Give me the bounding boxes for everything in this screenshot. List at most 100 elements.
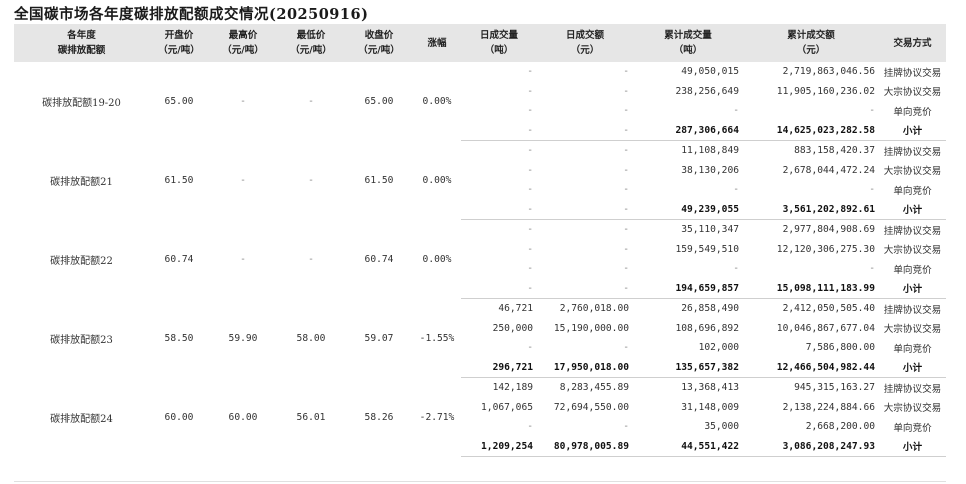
cumulative-amount: 12,466,504,982.44 xyxy=(743,357,879,378)
cumulative-amount: 7,586,800.00 xyxy=(805,342,875,354)
cumulative-amount: - xyxy=(869,184,875,196)
change-percent: 0.00% xyxy=(422,95,452,107)
trading-method: 单向竞价 xyxy=(893,264,932,276)
close-price: 58.26 xyxy=(364,411,394,423)
cumulative-volume: 13,368,413 xyxy=(681,382,739,394)
column-header: 开盘价 （元/吨） xyxy=(149,24,209,62)
allowance-name: 碳排放配额21 xyxy=(50,176,113,188)
daily-volume: - xyxy=(527,263,533,275)
table-row: 碳排放配额23 58.50 59.90 58.00 59.07 -1.55% 46,721 2… xyxy=(14,299,946,345)
cumulative-volume: 49,050,015 xyxy=(681,66,739,78)
daily-amount: - xyxy=(623,105,629,117)
table-row: - - 38,130,206 2,678,044,472.24 大宗协议交易 xyxy=(14,161,946,181)
table-row: 碳排放配额22 60.74 - - 60.74 0.00% - - 35,110,347 2,97… xyxy=(14,220,946,266)
bottom-divider xyxy=(14,481,946,482)
daily-volume: - xyxy=(527,224,533,236)
cumulative-amount: 11,905,160,236.02 xyxy=(776,85,875,97)
cumulative-amount: 10,046,867,677.04 xyxy=(776,322,875,334)
trading-method: 小计 xyxy=(879,199,946,220)
low-price: - xyxy=(308,253,314,265)
trading-method: 挂牌协议交易 xyxy=(883,383,942,395)
daily-amount: - xyxy=(623,263,629,275)
cumulative-volume: 159,549,510 xyxy=(675,243,739,255)
cumulative-volume: 102,000 xyxy=(698,342,739,354)
cumulative-volume: 194,659,857 xyxy=(633,278,743,299)
daily-amount: - xyxy=(537,278,633,299)
open-price: 58.50 xyxy=(164,332,194,344)
column-header: 涨幅 xyxy=(413,24,461,62)
table-row: - - - - 单向竞价 xyxy=(14,180,946,200)
trading-method: 挂牌协议交易 xyxy=(883,146,942,158)
cumulative-amount: 883,158,420.37 xyxy=(794,145,875,157)
subtotal-row: - -287,306,664 14,625,023,282.58 小计 xyxy=(14,120,946,141)
table-row: - - - - 单向竞价 xyxy=(14,259,946,279)
daily-volume: - xyxy=(461,278,537,299)
open-price: 60.00 xyxy=(164,411,194,423)
cumulative-volume: 49,239,055 xyxy=(633,199,743,220)
cumulative-amount: 15,098,111,183.99 xyxy=(743,278,879,299)
subtotal-row: 296,721 17,950,018.00 135,657,382 12,466,50… xyxy=(14,357,946,378)
daily-amount: 80,978,005.89 xyxy=(537,436,633,457)
table-row: 碳排放配额21 61.50 - - 61.50 0.00% - - 11,108,849 883,… xyxy=(14,141,946,187)
high-price: - xyxy=(240,95,246,107)
trading-method: 单向竞价 xyxy=(893,422,932,434)
page-title: 全国碳市场各年度碳排放配额成交情况(20250916) xyxy=(14,6,369,23)
high-price: - xyxy=(240,253,246,265)
cumulative-volume: - xyxy=(733,105,739,117)
daily-amount: - xyxy=(623,85,629,97)
daily-amount: 17,950,018.00 xyxy=(537,357,633,378)
high-price: - xyxy=(240,174,246,186)
trading-table: 各年度 碳排放配额 开盘价 （元/吨） 最高价 （元/吨） 最低价 （元/吨） 收盘价 … xyxy=(14,24,946,457)
table-row: - - - - 单向竞价 xyxy=(14,101,946,121)
daily-volume: 46,721 xyxy=(498,303,533,315)
trading-method: 小计 xyxy=(879,120,946,141)
trading-method: 小计 xyxy=(879,278,946,299)
column-header: 日成交额 （元） xyxy=(537,24,633,62)
daily-volume: - xyxy=(527,164,533,176)
daily-volume: - xyxy=(527,66,533,78)
cumulative-amount: 2,678,044,472.24 xyxy=(782,164,875,176)
change-percent: 0.00% xyxy=(422,253,452,265)
subtotal-row: 1,209,254 80,978,005.89 44,551,422 3,086,20… xyxy=(14,436,946,457)
daily-volume: - xyxy=(527,105,533,117)
allowance-name: 碳排放配额19-20 xyxy=(42,97,121,109)
trading-method: 大宗协议交易 xyxy=(883,87,942,99)
allowance-name: 碳排放配额24 xyxy=(50,413,113,425)
low-price: - xyxy=(308,95,314,107)
trading-method: 大宗协议交易 xyxy=(883,324,942,336)
table-row: 250,000 15,190,000.00 108,696,892 10,046,86… xyxy=(14,319,946,339)
close-price: 59.07 xyxy=(364,332,394,344)
table-header: 各年度 碳排放配额 开盘价 （元/吨） 最高价 （元/吨） 最低价 （元/吨） 收盘价 … xyxy=(14,24,946,62)
allowance-name: 碳排放配额23 xyxy=(50,334,113,346)
trading-method: 挂牌协议交易 xyxy=(883,225,942,237)
trading-method: 小计 xyxy=(879,436,946,457)
low-price: - xyxy=(308,174,314,186)
cumulative-volume: - xyxy=(733,184,739,196)
daily-volume: - xyxy=(461,199,537,220)
cumulative-amount: 2,668,200.00 xyxy=(805,421,875,433)
daily-amount: - xyxy=(623,145,629,157)
cumulative-amount: 2,719,863,046.56 xyxy=(782,66,875,78)
cumulative-volume: 31,148,009 xyxy=(681,401,739,413)
trading-method: 单向竞价 xyxy=(893,185,932,197)
cumulative-volume: 44,551,422 xyxy=(633,436,743,457)
close-price: 65.00 xyxy=(364,95,394,107)
close-price: 61.50 xyxy=(364,174,394,186)
cumulative-volume: 35,110,347 xyxy=(681,224,739,236)
table-row: - - 159,549,510 12,120,306,275.30 大宗协议交易 xyxy=(14,240,946,260)
daily-amount: - xyxy=(623,66,629,78)
cumulative-amount: 12,120,306,275.30 xyxy=(776,243,875,255)
column-header: 累计成交量 （吨） xyxy=(633,24,743,62)
trading-method: 单向竞价 xyxy=(893,343,932,355)
daily-volume: - xyxy=(527,85,533,97)
cumulative-amount: 2,138,224,884.66 xyxy=(782,401,875,413)
daily-volume: 296,721 xyxy=(461,357,537,378)
open-price: 65.00 xyxy=(164,95,194,107)
trading-method: 大宗协议交易 xyxy=(883,403,942,415)
table-row: 碳排放配额19-20 65.00 - - 65.00 0.00% - - 49,050,015 2… xyxy=(14,62,946,109)
open-price: 61.50 xyxy=(164,174,194,186)
daily-amount: - xyxy=(623,421,629,433)
cumulative-amount: 3,561,202,892.61 xyxy=(743,199,879,220)
daily-volume: - xyxy=(527,184,533,196)
change-percent: -2.71% xyxy=(419,411,455,423)
